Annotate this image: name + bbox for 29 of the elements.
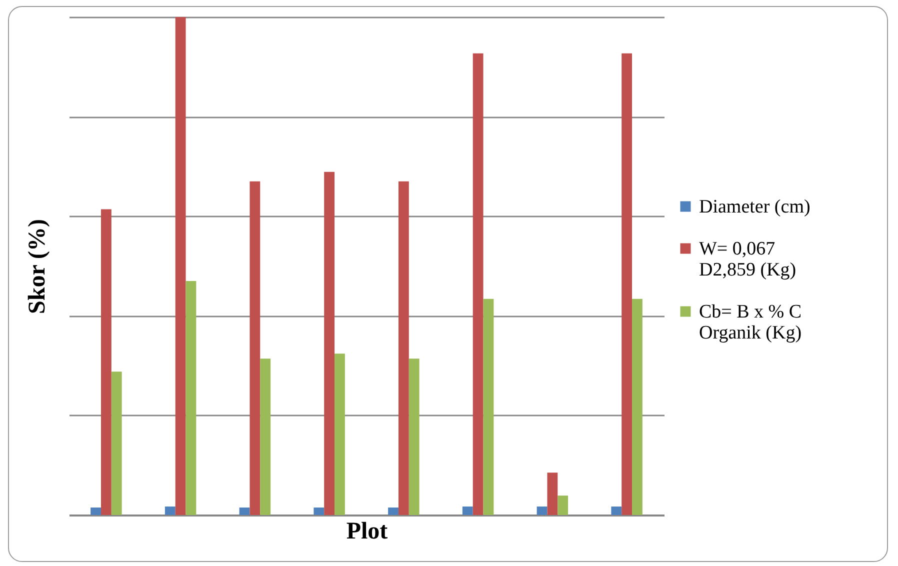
bar [111,372,122,515]
bar [462,506,473,515]
bar [398,181,409,515]
bar [408,358,420,515]
bar [472,53,484,515]
bar [90,508,101,515]
bar [314,508,324,515]
bar [632,298,642,515]
y-axis-title: Skor (%) [24,219,50,314]
bar [164,506,176,515]
bar [186,280,196,515]
bar [483,298,494,515]
bar [547,472,558,515]
legend-label: Cb= B x % C Organik (Kg) [699,302,802,344]
bar [100,209,112,515]
bar [334,354,345,515]
bar [250,181,260,515]
bar [622,53,632,515]
bar [558,496,568,515]
bar [239,508,250,515]
x-axis-title: Plot [346,518,388,544]
bar [611,506,622,515]
bar [536,506,548,515]
bar [175,17,186,515]
bar [388,508,398,515]
legend-label: W= 0,067 D2,859 (Kg) [699,238,796,280]
bar [260,358,271,515]
bar [324,172,335,515]
legend-label: Diameter (cm) [699,196,810,218]
